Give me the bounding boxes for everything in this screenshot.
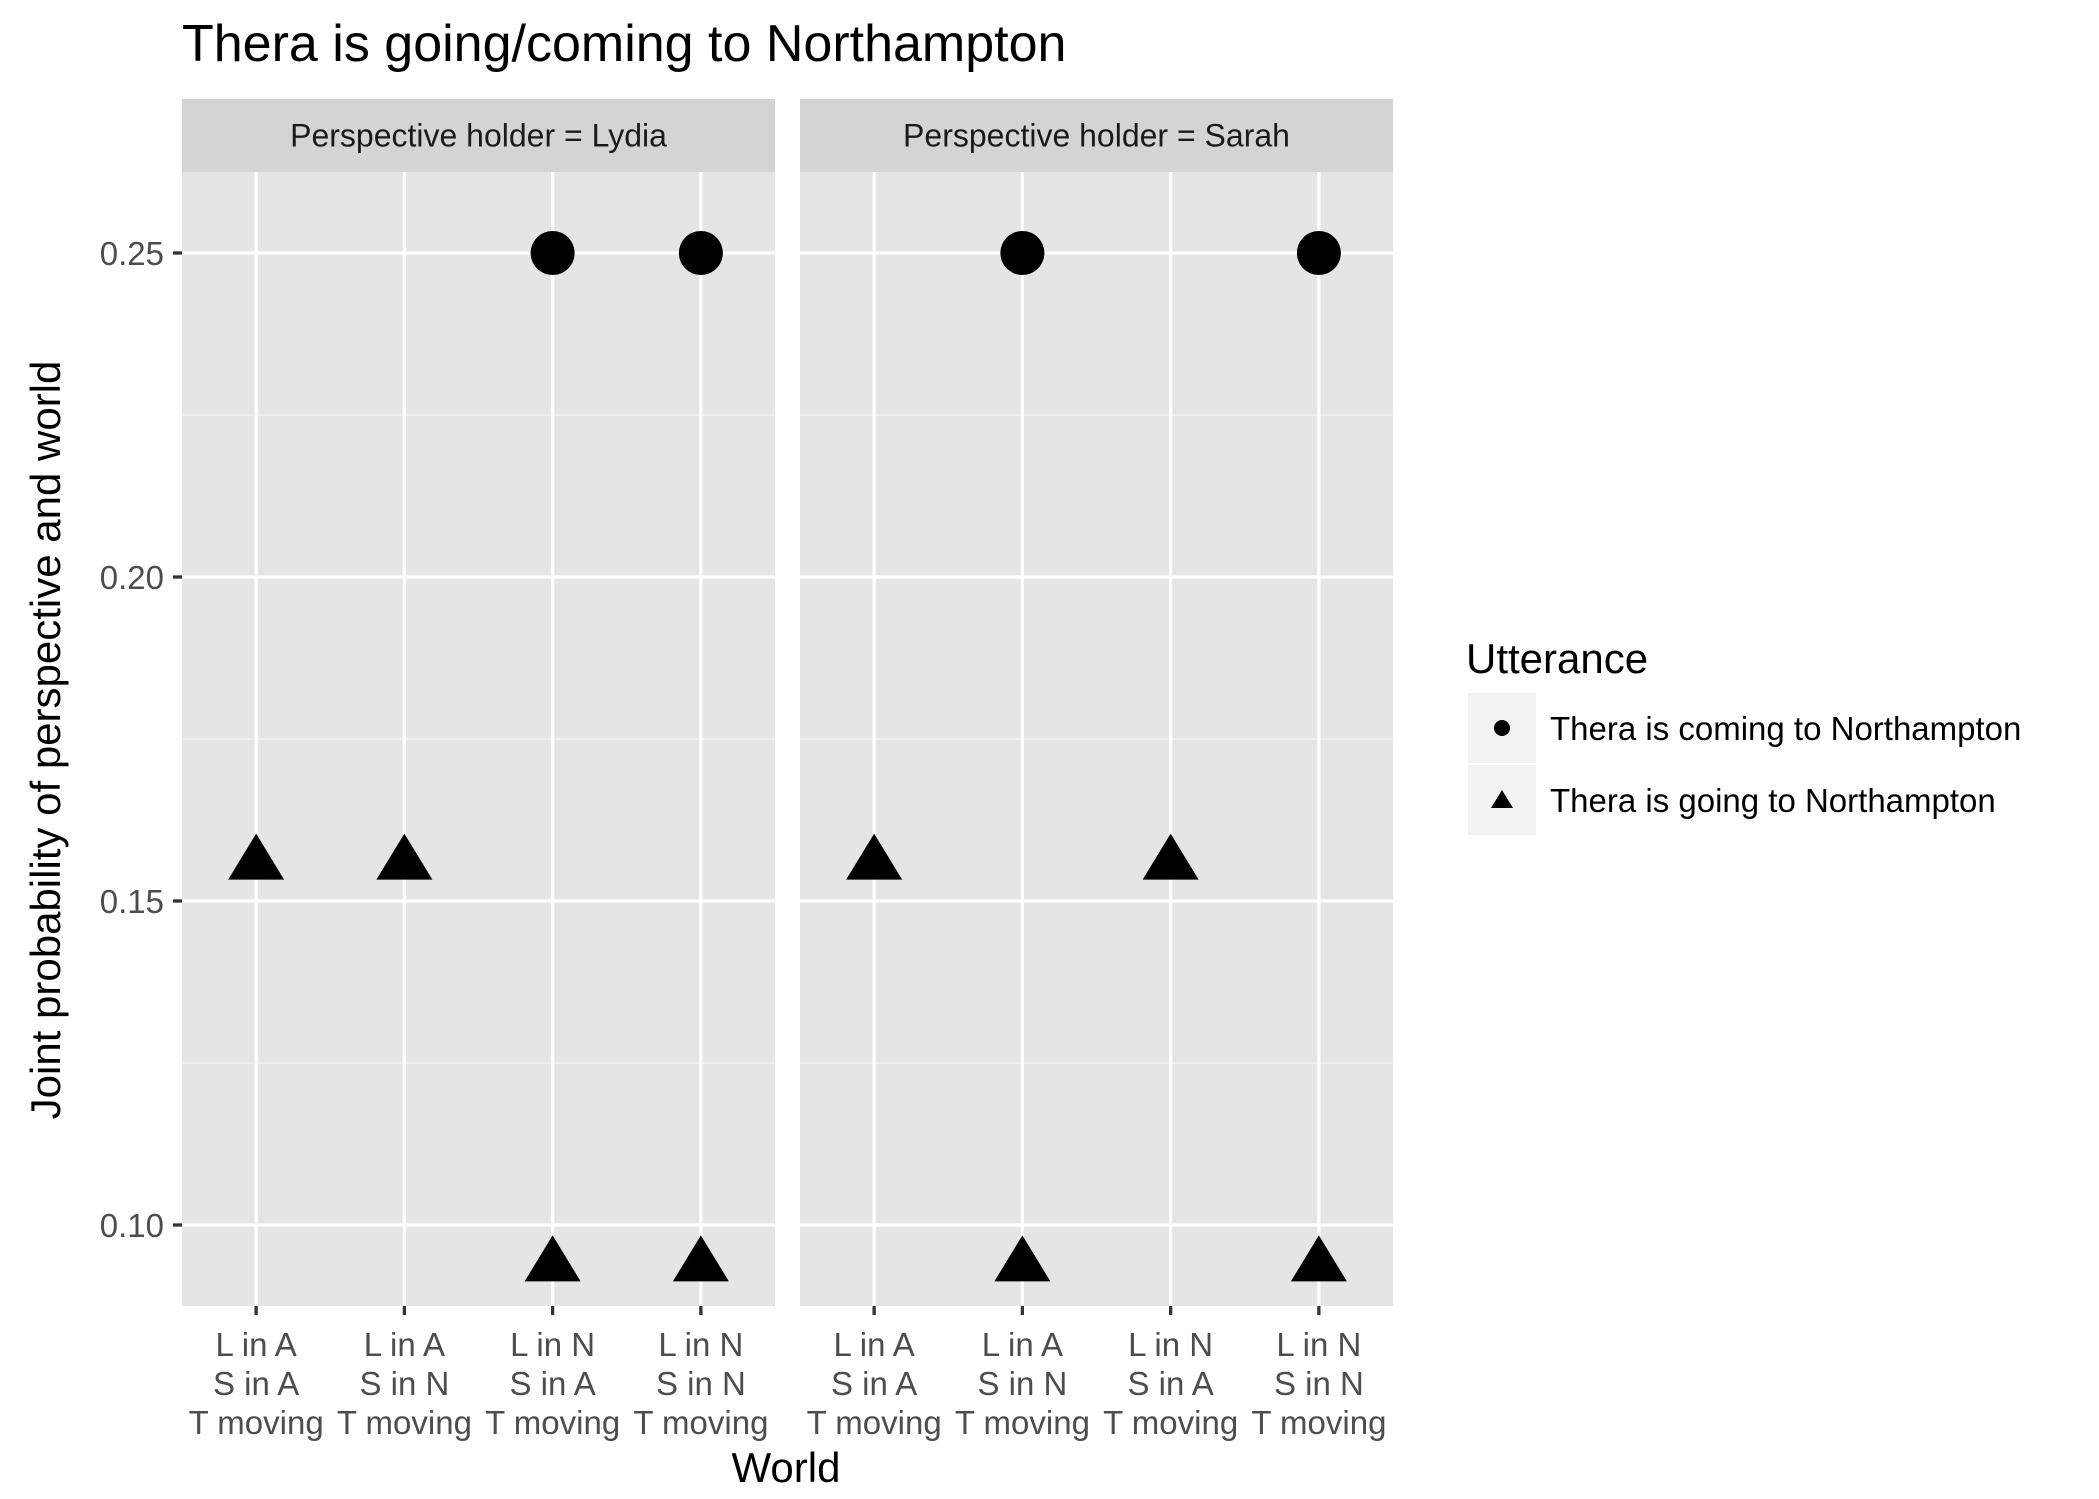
x-tick-label-line: L in N [510, 1326, 595, 1363]
data-point-going [672, 1235, 729, 1282]
x-tick-label-line: S in N [359, 1365, 449, 1402]
facet-strip [800, 99, 1393, 172]
y-axis: 0.10 0.15 0.20 0.25 [100, 235, 182, 1244]
x-tick-label-line: T moving [1103, 1404, 1238, 1441]
x-tick-label-line: T moving [955, 1404, 1090, 1441]
legend-item-label: Thera is coming to Northampton [1550, 710, 2021, 747]
facet-strip-label: Perspective holder = Lydia [290, 118, 667, 154]
x-tick-label-line: S in N [977, 1365, 1067, 1402]
x-tick-label-line: T moving [807, 1404, 942, 1441]
data-point-coming [1296, 231, 1341, 275]
x-tick-label-line: L in N [1128, 1326, 1213, 1363]
legend-circle-icon [1494, 720, 1510, 736]
data-point-coming [678, 231, 723, 275]
x-tick-label-line: S in A [213, 1365, 299, 1402]
facet-strip-label: Perspective holder = Sarah [903, 118, 1290, 154]
data-point-going [524, 1235, 581, 1282]
x-tick-label-line: T moving [337, 1404, 472, 1441]
x-tick-label-line: S in N [1274, 1365, 1364, 1402]
y-tick-label: 0.10 [100, 1207, 164, 1244]
x-tick-label-line: S in A [510, 1365, 596, 1402]
x-tick-label-line: L in A [982, 1326, 1063, 1363]
legend-triangle-icon [1491, 790, 1513, 808]
x-tick-label-line: L in A [215, 1326, 296, 1363]
y-tick-label: 0.15 [100, 883, 164, 920]
data-point-going [1290, 1235, 1347, 1282]
x-tick-label-line: L in A [833, 1326, 914, 1363]
y-axis-title: Joint probability of perspective and wor… [22, 361, 69, 1120]
data-point-going [1142, 833, 1199, 880]
x-tick-label-line: S in A [831, 1365, 917, 1402]
x-tick-label-line: T moving [485, 1404, 620, 1441]
x-tick-label-line: T moving [189, 1404, 324, 1441]
data-point-going [994, 1235, 1051, 1282]
facet-strip [182, 99, 775, 172]
data-point-going [846, 833, 903, 880]
data-point-going [228, 833, 285, 880]
data-point-coming [530, 231, 575, 275]
legend-item-label: Thera is going to Northampton [1550, 782, 1996, 819]
legend: Utterance Thera is coming to Northampton… [1466, 635, 2021, 835]
x-tick-label-line: L in A [364, 1326, 445, 1363]
x-tick-label-line: S in A [1128, 1365, 1214, 1402]
x-tick-label-line: L in N [1276, 1326, 1361, 1363]
x-tick-label-line: T moving [633, 1404, 768, 1441]
x-tick-label-line: T moving [1251, 1404, 1386, 1441]
y-tick-label: 0.25 [100, 235, 164, 272]
legend-title: Utterance [1466, 635, 1648, 682]
data-point-going [376, 833, 433, 880]
x-tick-label-line: S in N [656, 1365, 746, 1402]
data-point-coming [1000, 231, 1045, 275]
y-tick-label: 0.20 [100, 559, 164, 596]
x-axis-title: World [732, 1444, 841, 1491]
x-tick-label-line: L in N [658, 1326, 743, 1363]
chart-title: Thera is going/coming to Northampton [182, 15, 1066, 73]
